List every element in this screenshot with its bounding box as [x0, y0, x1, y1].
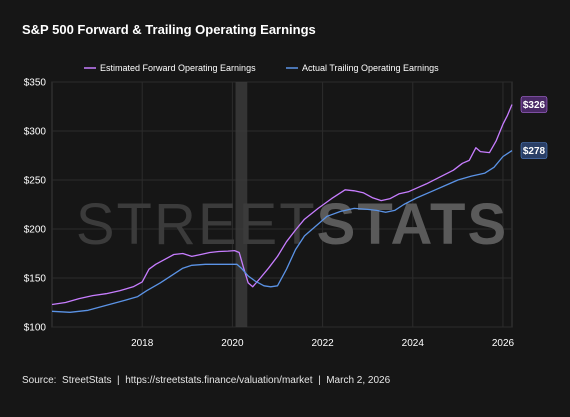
chart-title: S&P 500 Forward & Trailing Operating Ear… — [22, 22, 316, 37]
x-tick-label: 2026 — [492, 338, 515, 349]
y-tick-label: $300 — [24, 127, 47, 138]
trailing-earnings-line — [51, 150, 513, 313]
y-tick-label: $200 — [24, 225, 47, 236]
source-footer: Source: StreetStats | https://streetstat… — [22, 375, 391, 386]
legend: Estimated Forward Operating Earnings Actu… — [84, 63, 439, 73]
x-tick-label: 2018 — [131, 338, 154, 349]
forward-end-label: $326 — [523, 100, 546, 111]
forward-earnings-line — [51, 104, 513, 306]
axis-labels: $100 $150 $200 $250 $300 $350 2018 2020 2022 2024… — [24, 78, 515, 350]
y-tick-label: $100 — [24, 323, 47, 334]
legend-label-forward: Estimated Forward Operating Earnings — [100, 63, 256, 73]
y-tick-label: $150 — [24, 274, 47, 285]
watermark-part2: STATS — [317, 192, 509, 257]
watermark-part1: STREET — [76, 192, 317, 257]
shaded-region-layer — [235, 82, 248, 327]
trailing-end-label: $278 — [523, 146, 546, 157]
x-tick-label: 2020 — [221, 338, 244, 349]
end-labels: $326 $278 — [520, 96, 548, 159]
x-tick-label: 2024 — [402, 338, 425, 349]
recession-band — [235, 82, 248, 327]
forward-end-label-bg — [520, 96, 548, 113]
legend-label-trailing: Actual Trailing Operating Earnings — [302, 63, 439, 73]
trailing-end-label-bg — [520, 142, 548, 159]
watermark: STREETSTATS — [76, 192, 508, 257]
y-tick-label: $250 — [24, 176, 47, 187]
x-tick-label: 2022 — [311, 338, 334, 349]
y-tick-label: $350 — [24, 78, 47, 89]
series-layer — [51, 104, 513, 313]
